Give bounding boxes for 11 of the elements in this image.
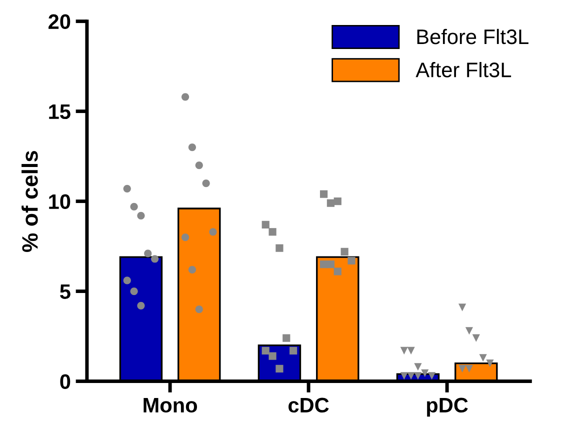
legend-label: Before Flt3L — [417, 28, 528, 44]
y-tick-label: 15 — [49, 104, 70, 120]
y-tick-label: 10 — [49, 194, 70, 210]
y-tick-label: 20 — [48, 14, 70, 30]
x-tick-label: Mono — [144, 398, 198, 413]
y-tick-label: 0 — [60, 374, 70, 390]
x-tick-label: cDC — [288, 398, 329, 413]
legend-label: After Flt3L — [416, 62, 512, 78]
x-tick-label: pDC — [427, 398, 468, 417]
y-tick-label: 5 — [60, 284, 70, 300]
y-axis-title: % of cells — [22, 150, 38, 252]
